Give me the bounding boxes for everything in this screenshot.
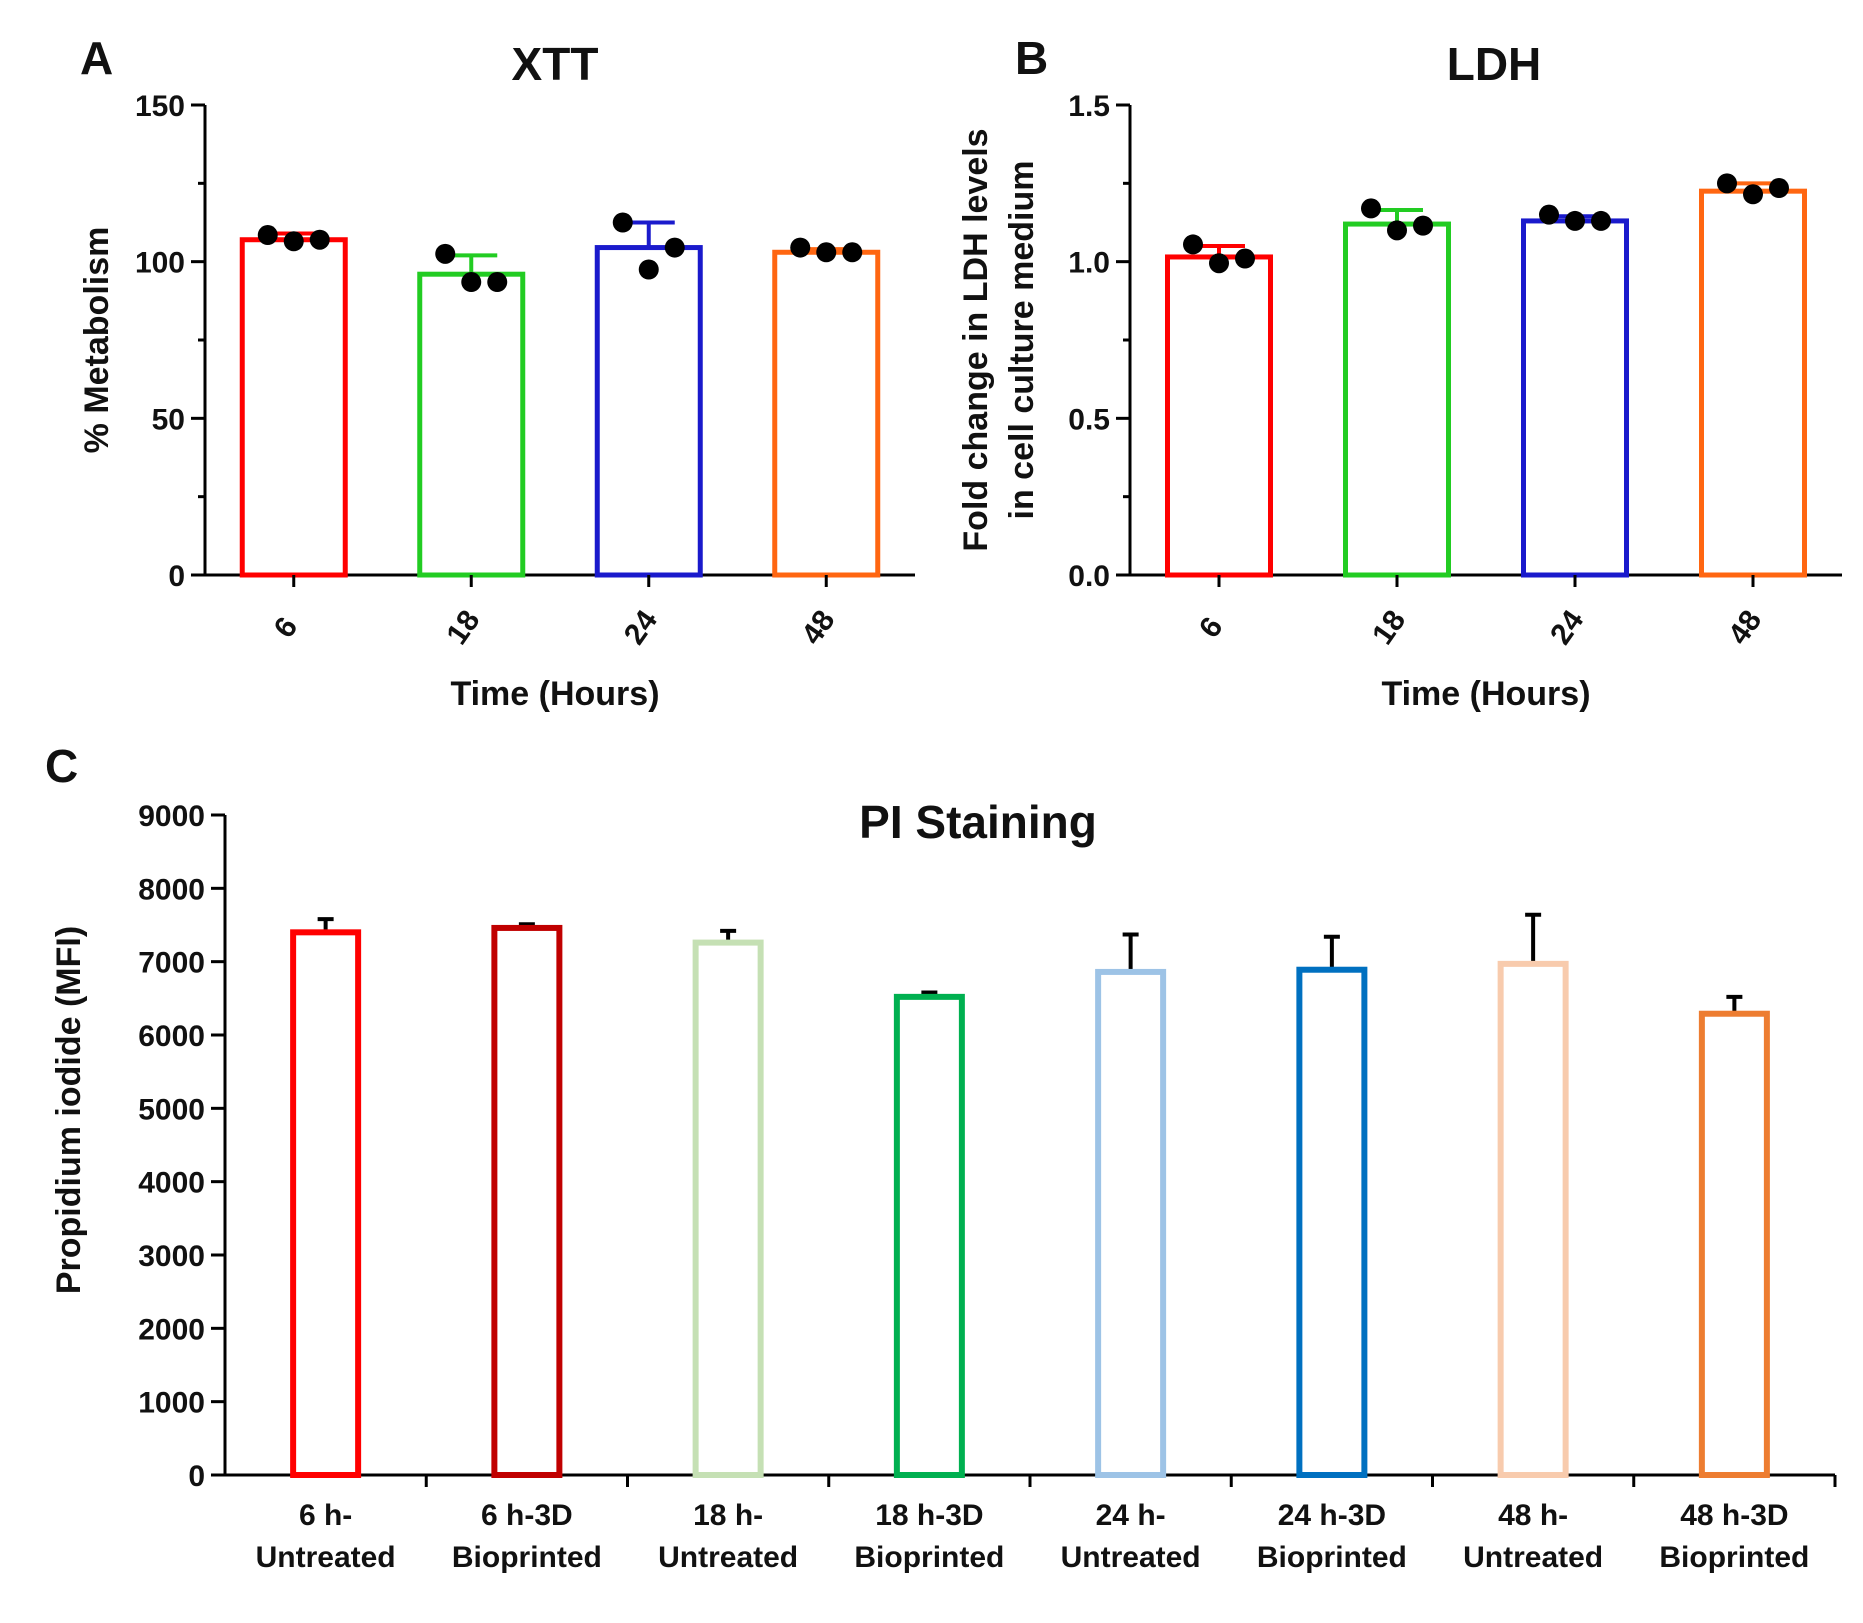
y-tick-label: 3000 (138, 1240, 205, 1273)
data-point (1769, 178, 1789, 199)
y-tick-label: 1000 (138, 1387, 205, 1420)
data-point (790, 237, 811, 258)
x-tick-label: 24 h-3D (1278, 1499, 1386, 1532)
y-axis-label-ldh-line-2: in cell culture medium (1003, 161, 1041, 520)
data-point (842, 242, 863, 263)
bar (417, 271, 526, 578)
bar (594, 245, 703, 578)
bar (1497, 960, 1569, 1478)
data-point (461, 272, 482, 293)
x-tick-label: 18 (440, 604, 486, 650)
panel-letter-b: B (1015, 32, 1048, 84)
bar (1165, 254, 1273, 578)
x-tick-label: Untreated (658, 1541, 798, 1574)
data-point (816, 242, 837, 263)
x-tick-label: 18 h-3D (875, 1499, 983, 1532)
data-point (1565, 210, 1585, 231)
bar (1296, 966, 1368, 1478)
x-tick-label: Untreated (1061, 1541, 1201, 1574)
bar (1343, 221, 1451, 578)
x-tick-label: 24 (618, 604, 664, 651)
plot-pi-staining: 0 1000 2000 3000 4000 5000 6000 7000 8000 9000 6 h… (138, 800, 1837, 1574)
y-tick-label: 5000 (138, 1093, 205, 1126)
x-tick-label: 6 h-3D (481, 1499, 573, 1532)
x-tick-label: 6 h- (299, 1499, 352, 1532)
x-tick-label: Bioprinted (1257, 1541, 1407, 1574)
x-tick-label: 48 h-3D (1680, 1499, 1788, 1532)
x-tick-label: Bioprinted (452, 1541, 602, 1574)
bar (1698, 1010, 1770, 1478)
x-tick-label: 48 (795, 604, 841, 650)
bar (290, 929, 362, 1478)
data-point (664, 237, 685, 258)
data-point (435, 243, 456, 264)
x-tick-label: 18 (1366, 604, 1412, 650)
panel-letter-a: A (80, 32, 113, 84)
y-tick-label: 0 (168, 560, 185, 593)
data-point (1717, 173, 1737, 194)
plot-ldh: 0.0 0.5 1.0 1.5 6 18 24 48 (1068, 90, 1842, 651)
data-point (1743, 184, 1763, 205)
data-point (1361, 198, 1381, 219)
y-tick-label: 50 (152, 403, 185, 436)
y-tick-label: 100 (135, 247, 185, 280)
data-point (1413, 215, 1433, 236)
x-tick-label: Untreated (256, 1541, 396, 1574)
bar (239, 237, 348, 578)
x-axis-label-ldh: Time (Hours) (1381, 675, 1590, 713)
y-tick-label: 0.5 (1068, 403, 1110, 436)
y-axis-label-xtt: % Metabolism (78, 227, 116, 454)
x-tick-label: Untreated (1463, 1541, 1603, 1574)
y-tick-label: 150 (135, 90, 185, 123)
bar (1521, 218, 1629, 578)
y-tick-label: 9000 (138, 800, 205, 833)
data-point (1209, 253, 1229, 274)
data-point (309, 229, 330, 250)
x-tick-label: 6 (268, 611, 305, 644)
y-tick-label: 4000 (138, 1167, 205, 1200)
chart-title-xtt: XTT (512, 38, 599, 90)
chart-title-ldh: LDH (1447, 38, 1542, 90)
bar (1095, 968, 1167, 1479)
plot-xtt: 0 50 100 150 6 18 24 48 (135, 90, 915, 651)
bar (893, 993, 965, 1478)
data-point (1539, 204, 1559, 225)
x-tick-label: Bioprinted (1659, 1541, 1809, 1574)
data-point (1591, 210, 1611, 231)
data-point (638, 259, 659, 280)
x-tick-label: 18 h- (693, 1499, 763, 1532)
x-tick-label: 24 h- (1096, 1499, 1166, 1532)
data-point (487, 272, 508, 293)
x-tick-label: 48 (1722, 604, 1768, 650)
y-tick-label: 2000 (138, 1313, 205, 1346)
y-tick-label: 0.0 (1068, 560, 1110, 593)
data-point (1235, 248, 1255, 269)
chart-title-pi-staining: PI Staining (859, 796, 1097, 848)
bar (692, 939, 764, 1478)
panel-letter-c: C (45, 740, 78, 792)
y-tick-label: 1.5 (1068, 90, 1110, 123)
data-point (283, 231, 304, 252)
y-tick-label: 0 (188, 1460, 205, 1493)
data-point (612, 212, 633, 233)
y-tick-label: 7000 (138, 947, 205, 980)
y-tick-label: 6000 (138, 1020, 205, 1053)
y-axis-label-ldh-line-1: Fold change in LDH levels (957, 128, 995, 551)
y-tick-label: 1.0 (1068, 247, 1110, 280)
data-point (1183, 234, 1203, 255)
y-axis-label-pi: Propidium iodide (MFI) (50, 926, 88, 1294)
x-tick-label: 24 (1544, 604, 1590, 651)
x-axis-label-xtt: Time (Hours) (450, 675, 659, 713)
data-point (257, 225, 278, 246)
x-tick-label: Bioprinted (854, 1541, 1004, 1574)
x-tick-label: 6 (1193, 611, 1230, 644)
bar (491, 924, 563, 1478)
data-point (1387, 220, 1407, 241)
bar (772, 249, 881, 578)
y-tick-label: 8000 (138, 873, 205, 906)
x-tick-label: 48 h- (1498, 1499, 1568, 1532)
bar (1699, 188, 1807, 578)
